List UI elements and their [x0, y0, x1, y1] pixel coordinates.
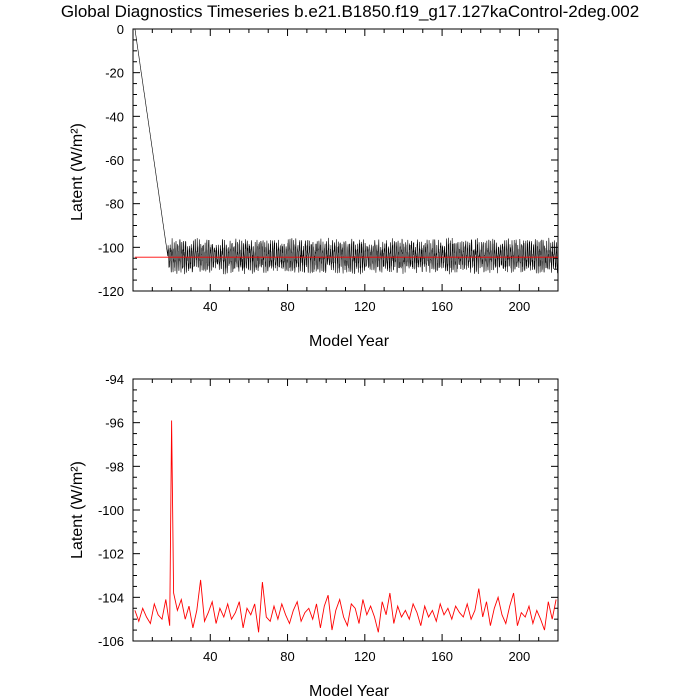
x-tick-label: 80: [280, 649, 294, 664]
x-tick-label: 120: [354, 649, 376, 664]
top-series-layer: [134, 28, 559, 275]
y-tick-label: -20: [105, 66, 124, 81]
y-tick-label: -80: [105, 197, 124, 212]
y-tick-label: -100: [98, 240, 124, 255]
y-tick-label: -96: [105, 416, 124, 431]
monthly-series-line: [134, 28, 559, 275]
bottom-x-axis-title: Model Year: [309, 683, 390, 700]
x-tick-label: 40: [203, 649, 217, 664]
top-y-axis-title: Latent (W/m²): [69, 123, 86, 221]
y-tick-label: -40: [105, 109, 124, 124]
x-tick-label: 80: [280, 299, 294, 314]
bottom-tick-labels: 40 80 120 160 200 -94 -96 -98 -100 -102 -104 -106: [98, 372, 530, 664]
top-x-axis-title: Model Year: [309, 333, 390, 350]
top-tick-marks: [133, 28, 559, 292]
y-tick-label: -120: [98, 284, 124, 299]
bottom-plot-frame: [132, 378, 559, 642]
top-tick-labels: 40 80 120 160 200 0 -20 -40 -60 -80 -100 -120: [98, 22, 530, 314]
x-tick-label: 200: [509, 649, 531, 664]
y-tick-label: -100: [98, 503, 124, 518]
y-tick-label: -60: [105, 153, 124, 168]
y-tick-label: -104: [98, 590, 124, 605]
annual-series-line: [134, 420, 557, 633]
x-tick-label: 200: [509, 299, 531, 314]
y-tick-label: 0: [117, 22, 124, 37]
x-tick-label: 160: [431, 649, 453, 664]
top-chart-panel: 40 80 120 160 200 0 -20 -40 -60 -80 -100 -120 Model…: [69, 22, 559, 350]
page-title: Global Diagnostics Timeseries b.e21.B185…: [60, 2, 640, 21]
bottom-series-layer: [134, 420, 557, 633]
bottom-y-axis-title: Latent (W/m²): [69, 461, 86, 559]
x-tick-label: 160: [431, 299, 453, 314]
y-tick-label: -102: [98, 547, 124, 562]
bottom-tick-marks: [133, 378, 559, 642]
y-tick-label: -106: [98, 634, 124, 649]
y-tick-label: -98: [105, 459, 124, 474]
bottom-chart-panel: 40 80 120 160 200 -94 -96 -98 -100 -102 -104 -106 M…: [69, 372, 559, 700]
x-tick-label: 120: [354, 299, 376, 314]
x-tick-label: 40: [203, 299, 217, 314]
y-tick-label: -94: [105, 372, 124, 387]
